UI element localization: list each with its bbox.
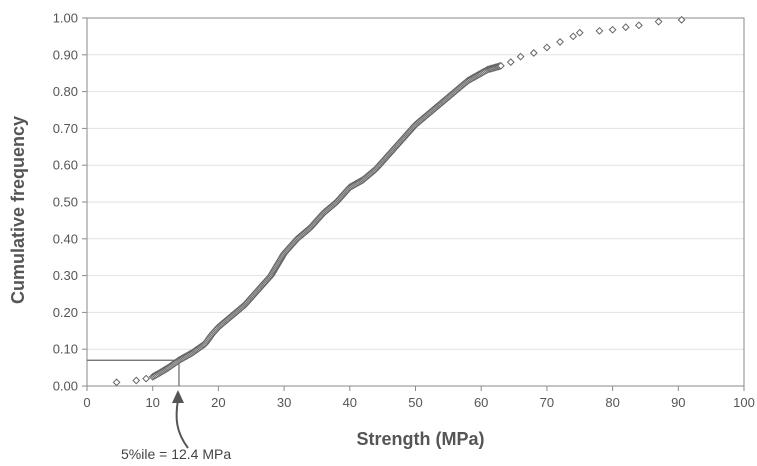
y-tick-label: 0.80 bbox=[53, 84, 78, 99]
x-tick-label: 50 bbox=[408, 395, 422, 410]
data-point bbox=[556, 38, 564, 46]
data-point bbox=[142, 374, 151, 383]
x-tick-label: 70 bbox=[540, 395, 554, 410]
data-point bbox=[497, 61, 505, 70]
data-point bbox=[542, 43, 551, 52]
x-tick-label: 20 bbox=[211, 395, 225, 410]
x-tick-label: 60 bbox=[474, 395, 488, 410]
y-tick-label: 0.00 bbox=[53, 379, 78, 394]
data-point bbox=[621, 23, 630, 32]
y-tick-label: 0.40 bbox=[53, 231, 78, 246]
y-tick-label: 0.10 bbox=[53, 342, 78, 357]
data-point bbox=[112, 378, 121, 387]
x-tick-label: 100 bbox=[733, 395, 755, 410]
data-point bbox=[595, 26, 604, 35]
data-point bbox=[506, 58, 515, 67]
x-tick-label: 90 bbox=[671, 395, 685, 410]
y-tick-label: 0.20 bbox=[53, 305, 78, 320]
x-tick-label: 0 bbox=[83, 395, 90, 410]
annotation-label: 5%ile = 12.4 MPa bbox=[121, 446, 231, 462]
data-point bbox=[569, 32, 578, 41]
x-tick-label: 40 bbox=[343, 395, 357, 410]
y-tick-labels: 0.00 0.10 0.20 0.30 0.40 0.50 0.60 0.70 0.80 0.90… bbox=[53, 11, 87, 394]
y-tick-label: 0.30 bbox=[53, 268, 78, 283]
annotation-arrow bbox=[175, 399, 189, 449]
data-point bbox=[132, 376, 141, 385]
data-point bbox=[529, 49, 538, 57]
x-tick-labels: 0 10 20 30 40 50 60 70 80 90 100 bbox=[83, 386, 755, 410]
data-point bbox=[516, 52, 525, 61]
data-point bbox=[634, 21, 643, 30]
data-point bbox=[608, 25, 617, 34]
data-point bbox=[654, 17, 663, 26]
grid-layer bbox=[87, 17, 744, 387]
y-tick-label: 0.90 bbox=[53, 47, 78, 62]
x-tick-label: 10 bbox=[145, 395, 159, 410]
y-tick-label: 1.00 bbox=[53, 11, 78, 26]
data-point bbox=[575, 28, 584, 37]
x-axis-title: Strength (MPa) bbox=[357, 429, 485, 449]
y-tick-label: 0.50 bbox=[53, 195, 78, 210]
x-tick-label: 30 bbox=[277, 395, 291, 410]
x-tick-label: 80 bbox=[605, 395, 619, 410]
annotation-arrowhead bbox=[171, 390, 184, 403]
data-point bbox=[677, 15, 686, 24]
data-points bbox=[112, 15, 686, 387]
y-tick-label: 0.60 bbox=[53, 158, 78, 173]
y-axis-title: Cumulative frequency bbox=[8, 116, 28, 304]
percentile-lines bbox=[87, 359, 180, 386]
y-tick-label: 0.70 bbox=[53, 121, 78, 136]
annotation: 5%ile = 12.4 MPa bbox=[121, 390, 231, 462]
